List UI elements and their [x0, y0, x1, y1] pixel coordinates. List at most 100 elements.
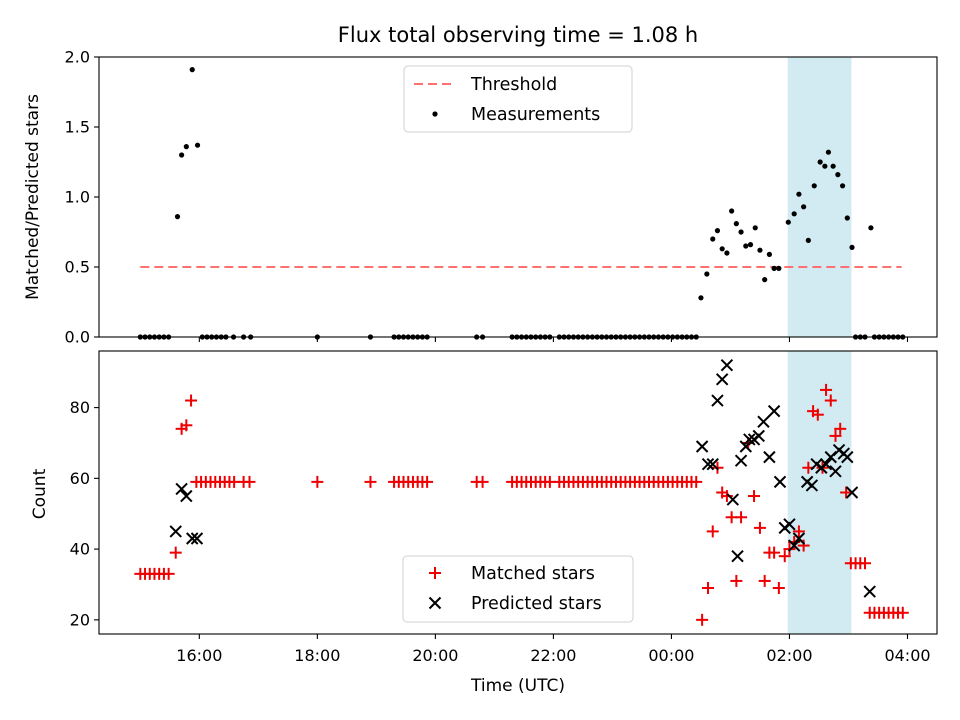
bottom-x-tick-label: 22:00	[530, 646, 576, 665]
predicted-star-point	[743, 433, 756, 446]
predicted-star-point	[190, 532, 204, 545]
bottom-axes-frame	[98, 350, 938, 635]
matched-star-point	[702, 582, 715, 595]
legend-matched-marker	[429, 567, 441, 579]
top-y-tick-label: 2.0	[65, 48, 90, 67]
measurement-point	[822, 163, 828, 169]
top-y-tick-label: 0.5	[65, 258, 90, 277]
measurement-point	[825, 149, 832, 155]
predicted-star-point	[726, 493, 740, 506]
predicted-star-point	[863, 585, 876, 598]
predicted-star-point	[706, 457, 719, 471]
measurement-point	[811, 183, 817, 189]
matched-star-points	[134, 383, 909, 626]
predicted-star-point	[752, 429, 765, 443]
matched-star-point	[185, 394, 198, 407]
predicted-star-point	[720, 358, 734, 372]
matched-star-point	[690, 475, 703, 488]
bottom-legend-box	[402, 555, 634, 623]
matched-star-point	[696, 613, 709, 626]
measurement-point	[766, 251, 773, 257]
measurement-point	[189, 67, 195, 73]
matched-star-point	[834, 422, 847, 435]
predicted-star-point	[773, 475, 787, 489]
measurement-point	[738, 229, 744, 235]
measurement-point	[817, 159, 823, 165]
matched-star-point	[820, 383, 833, 396]
predicted-star-points	[169, 358, 876, 598]
legend-threshold-label: Threshold	[470, 75, 557, 95]
bottom-x-tick-label: 18:00	[294, 646, 340, 665]
matched-star-point	[311, 475, 324, 488]
legend-measurements-swatch	[432, 111, 438, 117]
top-y-ticks: 0.0 0.5 1.0 1.5 2.0	[65, 48, 99, 347]
matched-star-point	[421, 475, 434, 488]
matched-star-point	[162, 567, 175, 580]
measurement-point	[757, 247, 763, 253]
bottom-y-tick-label: 60	[70, 469, 90, 488]
measurement-point	[839, 183, 846, 189]
ratio-panel: 0.00.51.01.52.0 Matched/Predicted stars …	[23, 48, 938, 347]
measurement-point	[724, 250, 730, 256]
bottom-x-tick-label: 04:00	[884, 646, 930, 665]
predicted-star-point	[695, 440, 709, 453]
matched-star-point	[768, 546, 781, 559]
predicted-star-point	[734, 454, 748, 467]
measurement-point	[174, 214, 181, 220]
measurement-point	[733, 221, 739, 227]
measurement-point	[835, 172, 841, 178]
predicted-star-point	[169, 525, 182, 538]
measurement-point	[830, 163, 836, 169]
measurement-point	[752, 225, 758, 231]
matched-star-point	[706, 525, 719, 538]
matched-star-point	[720, 490, 733, 503]
predicted-star-point	[787, 539, 801, 552]
matched-star-point	[896, 606, 909, 619]
predicted-star-point	[757, 415, 770, 428]
matched-star-point	[778, 550, 791, 563]
matched-star-point	[243, 475, 256, 488]
legend-matched-swatch	[429, 567, 441, 579]
top-y-axis-label: Matched/Predicted stars	[23, 94, 43, 300]
matched-star-point	[476, 475, 489, 488]
measurement-point	[743, 243, 749, 249]
top-x-ticks	[198, 337, 909, 342]
matched-star-point	[797, 539, 810, 552]
measurement-point	[771, 265, 777, 271]
measurement-point	[849, 244, 855, 250]
matched-star-point	[859, 557, 872, 570]
legend-measurements-label: Measurements	[471, 105, 600, 125]
measurement-point	[762, 277, 768, 283]
legend-matched-label: Matched stars	[471, 564, 595, 584]
top-legend: Threshold Measurements	[403, 65, 633, 133]
matched-star-point	[792, 525, 805, 538]
measurement-point	[868, 225, 874, 231]
measurement-point	[747, 242, 754, 248]
measurement-point	[704, 271, 710, 277]
predicted-star-point	[783, 518, 796, 531]
matched-star-point	[748, 490, 761, 503]
bottom-x-tick-label: 20:00	[412, 646, 458, 665]
predicted-star-point	[186, 532, 199, 545]
bottom-x-tick-label: 02:00	[766, 646, 812, 665]
matched-star-point	[772, 582, 785, 595]
matched-star-point	[824, 394, 837, 407]
measurement-point	[698, 295, 704, 301]
bottom-y-ticks: 20 40 60 80	[70, 398, 99, 629]
bottom-y-tick-label: 20	[70, 610, 90, 629]
measurement-point	[801, 204, 807, 210]
predicted-star-point	[819, 457, 833, 471]
figure-title: Flux total observing time = 1.08 h	[338, 23, 698, 47]
matched-star-point	[829, 429, 842, 442]
predicted-star-point	[841, 450, 854, 464]
measurement-point	[785, 219, 791, 225]
measurement-point	[719, 246, 725, 252]
measurement-point	[714, 228, 721, 234]
predicted-star-point	[180, 489, 193, 503]
matched-star-point	[758, 574, 771, 587]
matched-star-point	[811, 408, 824, 421]
measurement-point	[183, 144, 189, 150]
measurement-point	[805, 237, 811, 243]
top-y-tick-label: 0.0	[65, 328, 90, 347]
